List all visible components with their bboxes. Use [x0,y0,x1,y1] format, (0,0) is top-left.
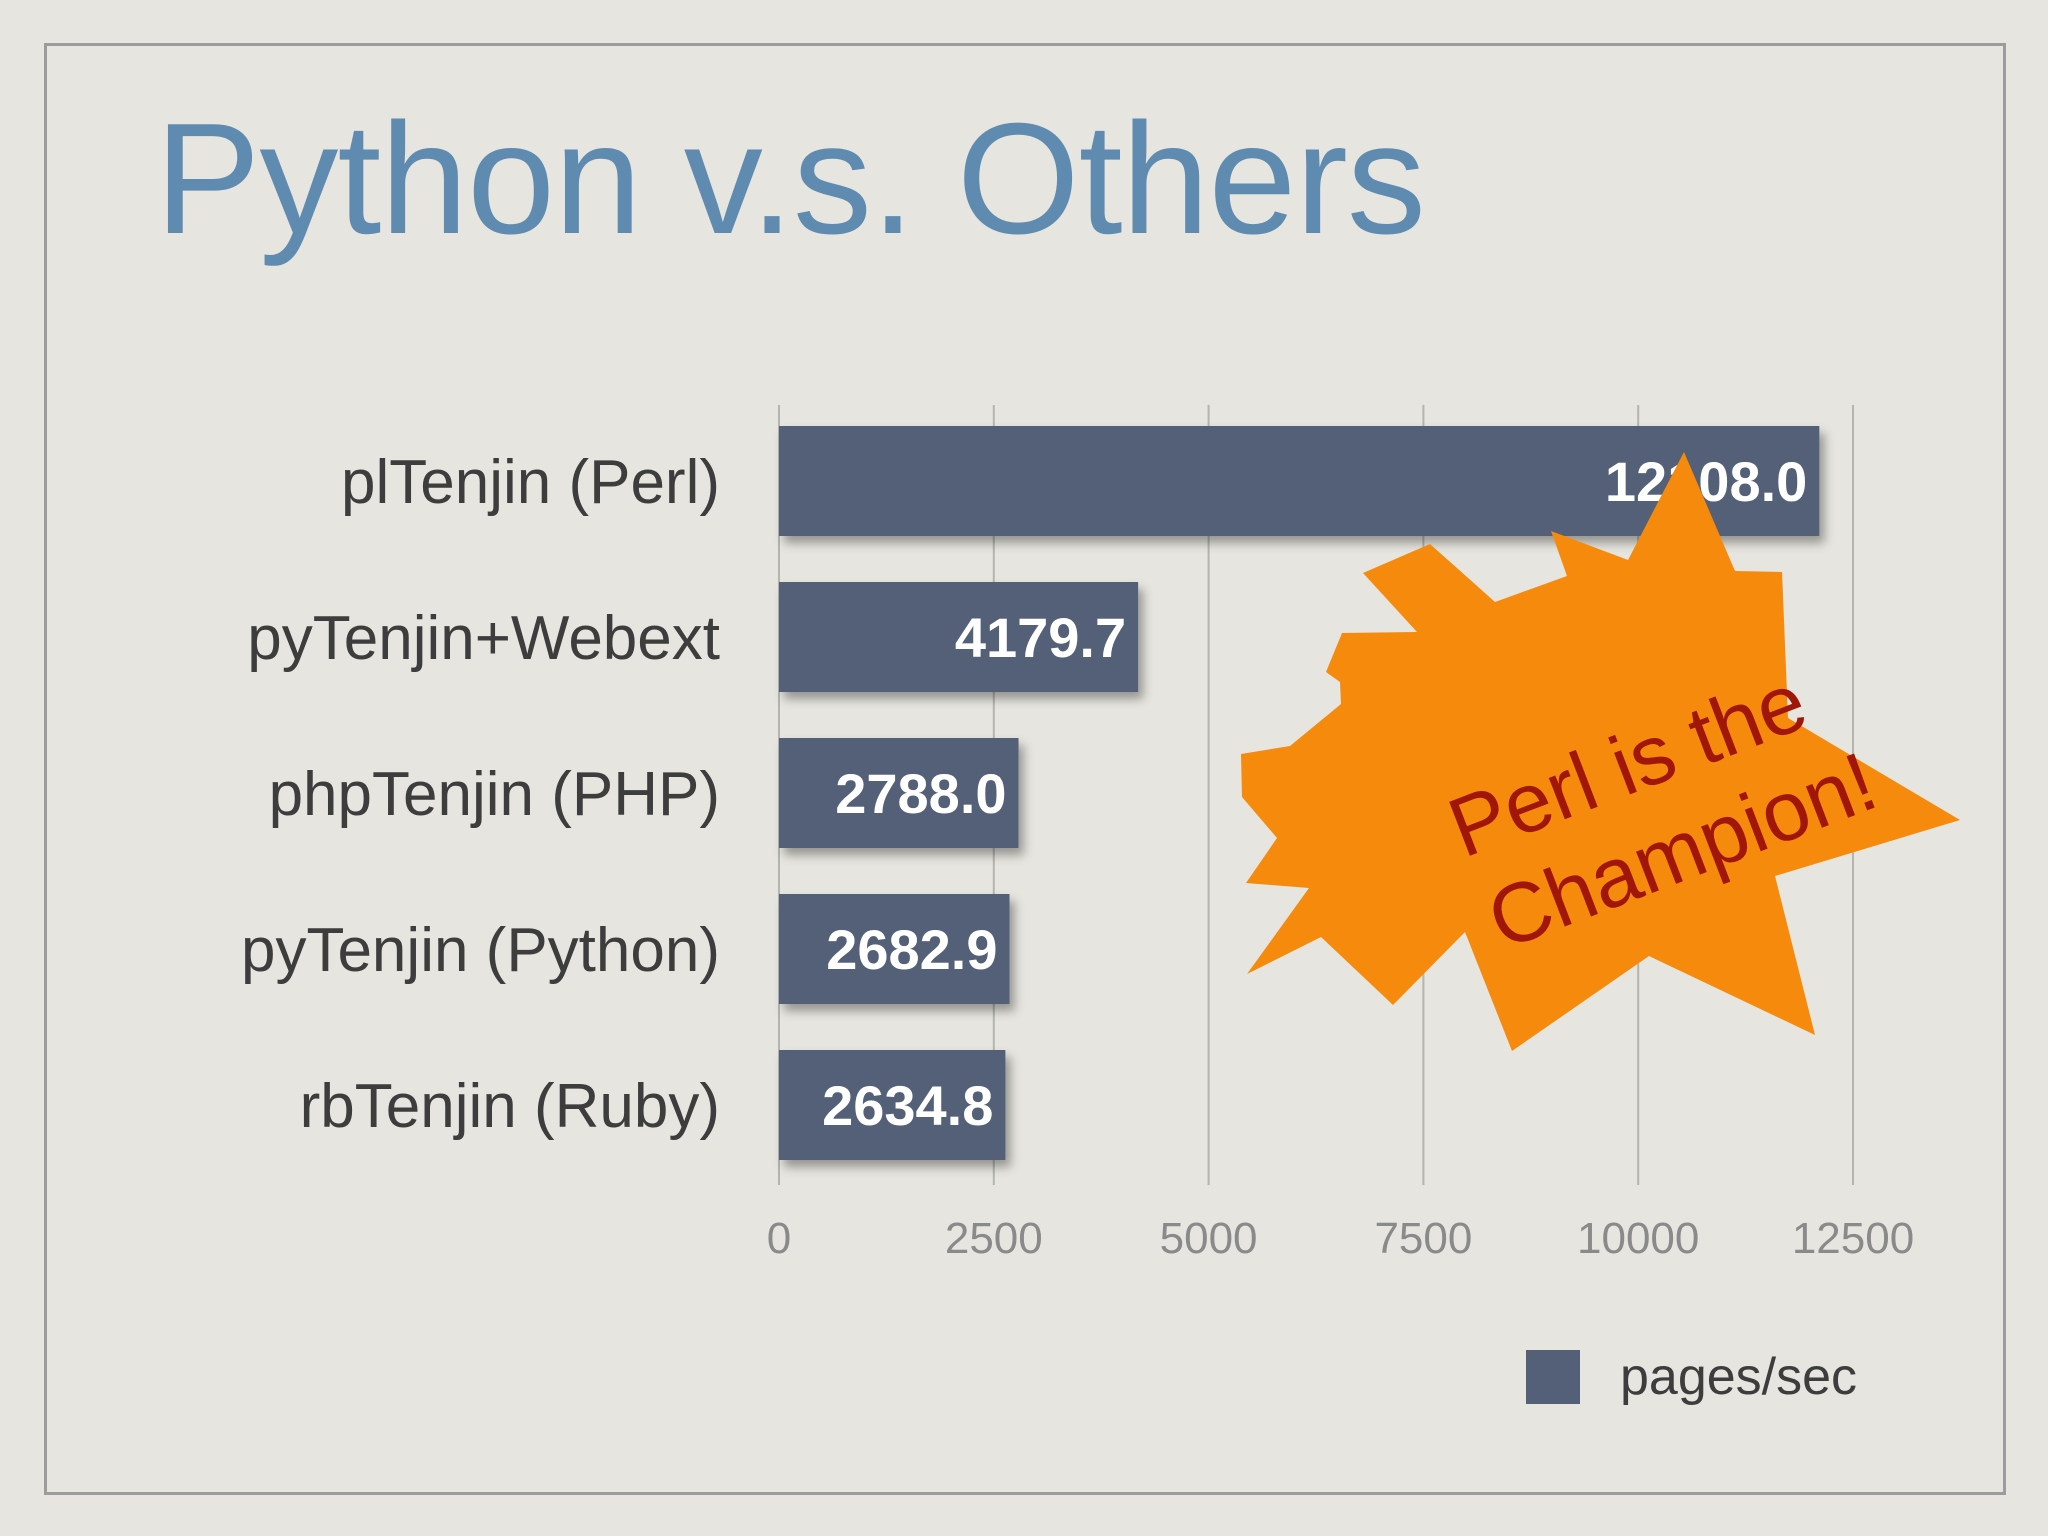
bar [779,582,1139,692]
x-tick-labels: 0 2500 5000 7500 10000 12500 [767,1214,1914,1263]
x-tick-label: 0 [767,1214,791,1263]
bar-value-label: 2788.0 [835,762,1006,825]
x-tick-label: 2500 [945,1214,1043,1263]
slide-frame [44,43,2006,1495]
bar-value-label: 2634.8 [822,1074,993,1137]
legend-swatch [1526,1350,1580,1404]
category-label: pyTenjin+Webext [247,604,720,673]
category-label: rbTenjin (Ruby) [300,1072,720,1141]
category-label: phpTenjin (PHP) [269,760,720,829]
x-tick-label: 7500 [1374,1214,1472,1263]
category-labels: plTenjin (Perl) pyTenjin+Webext phpTenjin … [241,448,720,1141]
x-tick-label: 12500 [1792,1214,1914,1263]
x-tick-label: 10000 [1577,1214,1699,1263]
x-tick-label: 5000 [1160,1214,1258,1263]
legend: pages/sec [1526,1348,1857,1406]
bar [779,1050,1006,1160]
legend-label: pages/sec [1620,1348,1857,1406]
bar [779,426,1820,536]
bar [779,894,1010,1004]
bar [779,738,1019,848]
bars: 12108.0 4179.7 2788.0 2682.9 2634.8 [779,426,1820,1160]
slide-title: Python v.s. Others [155,91,1426,267]
bar-value-label: 4179.7 [955,606,1126,669]
starburst-callout: Perl is the Champion! [1241,452,1960,1051]
bar-value-label: 2682.9 [826,918,997,981]
starburst-shape [1241,452,1960,1051]
category-label: pyTenjin (Python) [241,916,720,985]
bar-value-label: 12108.0 [1605,450,1807,513]
category-label: plTenjin (Perl) [341,448,720,517]
